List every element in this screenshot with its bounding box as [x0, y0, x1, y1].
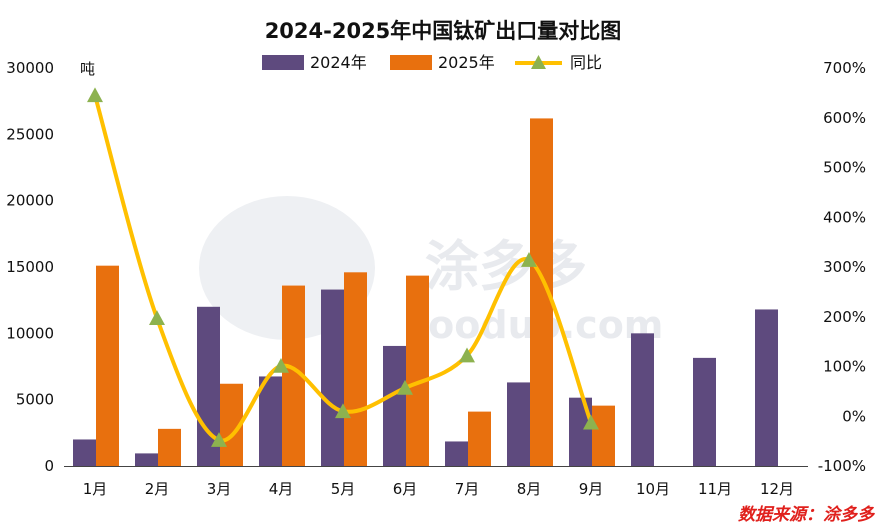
legend-label-2024: 2024年	[310, 53, 367, 72]
x-axis-tick-label: 1月	[83, 480, 108, 498]
right-axis-tick-label: 200%	[823, 308, 866, 326]
x-axis-tick-label: 7月	[455, 480, 480, 498]
yoy-marker	[211, 432, 227, 447]
left-axis-tick-label: 30000	[6, 59, 54, 77]
legend-label-2025: 2025年	[438, 53, 495, 72]
x-axis-tick-label: 3月	[207, 480, 232, 498]
chart-title: 2024-2025年中国钛矿出口量对比图	[265, 19, 622, 43]
x-axis-tick-label: 12月	[760, 480, 794, 498]
bar-2024	[445, 441, 468, 466]
bar-2024	[383, 345, 406, 466]
left-axis-tick-label: 15000	[6, 258, 54, 276]
right-axis-tick-label: 700%	[823, 59, 866, 77]
right-axis-tick-label: 400%	[823, 208, 866, 226]
yoy-marker	[149, 310, 165, 326]
bar-2024	[755, 309, 778, 466]
bar-2024	[693, 357, 716, 466]
bar-2024	[135, 453, 158, 466]
right-axis-tick-label: 0%	[842, 407, 866, 425]
right-axis-tick-label: -100%	[818, 457, 866, 475]
x-axis-tick-label: 5月	[331, 480, 356, 498]
legend-marker-yoy	[531, 55, 546, 69]
x-axis-tick-label: 4月	[269, 480, 294, 498]
legend-swatch-2025	[390, 55, 432, 70]
right-axis-tick-label: 500%	[823, 159, 866, 177]
yoy-marker	[521, 252, 537, 267]
yoy-marker	[583, 414, 599, 430]
watermark: 涂多多 tooduo.com	[199, 196, 663, 347]
bar-2024	[507, 382, 530, 466]
source-label: 数据来源：涂多多	[738, 505, 876, 525]
bar-2024	[321, 289, 344, 466]
left-axis-tick-label: 20000	[6, 192, 54, 210]
bar-2024	[569, 397, 592, 466]
bar-2025	[530, 118, 553, 466]
bar-2025	[158, 428, 181, 466]
legend-swatch-2024	[262, 55, 304, 70]
left-axis: 0 5000 10000 15000 20000 25000 30000	[6, 59, 54, 475]
yoy-marker	[273, 358, 289, 373]
right-axis-tick-label: 300%	[823, 258, 866, 276]
left-axis-unit: 吨	[80, 60, 95, 78]
right-axis: -100% 0% 100% 200% 300% 400% 500% 600% 700%	[818, 59, 866, 475]
bar-2025	[282, 285, 305, 466]
yoy-marker	[87, 87, 103, 103]
x-axis-tick-label: 10月	[636, 480, 670, 498]
x-axis: 1月 2月 3月 4月 5月 6月 7月 8月 9月 10月 11月 12月	[83, 480, 794, 498]
x-axis-tick-label: 6月	[393, 480, 418, 498]
left-axis-tick-label: 5000	[16, 391, 54, 409]
legend: 2024年 2025年 同比	[262, 53, 602, 72]
x-axis-tick-label: 9月	[579, 480, 604, 498]
bar-2024	[73, 439, 96, 466]
left-axis-tick-label: 10000	[6, 324, 54, 342]
yoy-marker	[397, 379, 413, 395]
bar-2025	[96, 265, 119, 466]
x-axis-tick-label: 2月	[145, 480, 170, 498]
left-axis-tick-label: 0	[44, 457, 54, 475]
bars	[73, 118, 778, 466]
yoy-marker	[459, 347, 475, 363]
yoy-marker	[335, 403, 351, 419]
x-axis-tick-label: 11月	[698, 480, 732, 498]
bar-2025	[344, 272, 367, 466]
bar-2024	[259, 376, 282, 466]
legend-label-yoy: 同比	[570, 53, 602, 72]
bar-2025	[468, 411, 491, 466]
bar-2025	[592, 405, 615, 466]
yoy-line-layer	[87, 87, 599, 447]
bar-2025	[406, 275, 429, 466]
x-axis-tick-label: 8月	[517, 480, 542, 498]
right-axis-tick-label: 600%	[823, 109, 866, 127]
right-axis-tick-label: 100%	[823, 358, 866, 376]
left-axis-tick-label: 25000	[6, 125, 54, 143]
bar-2024	[631, 333, 654, 466]
watermark-brand: 涂多多	[425, 235, 587, 298]
